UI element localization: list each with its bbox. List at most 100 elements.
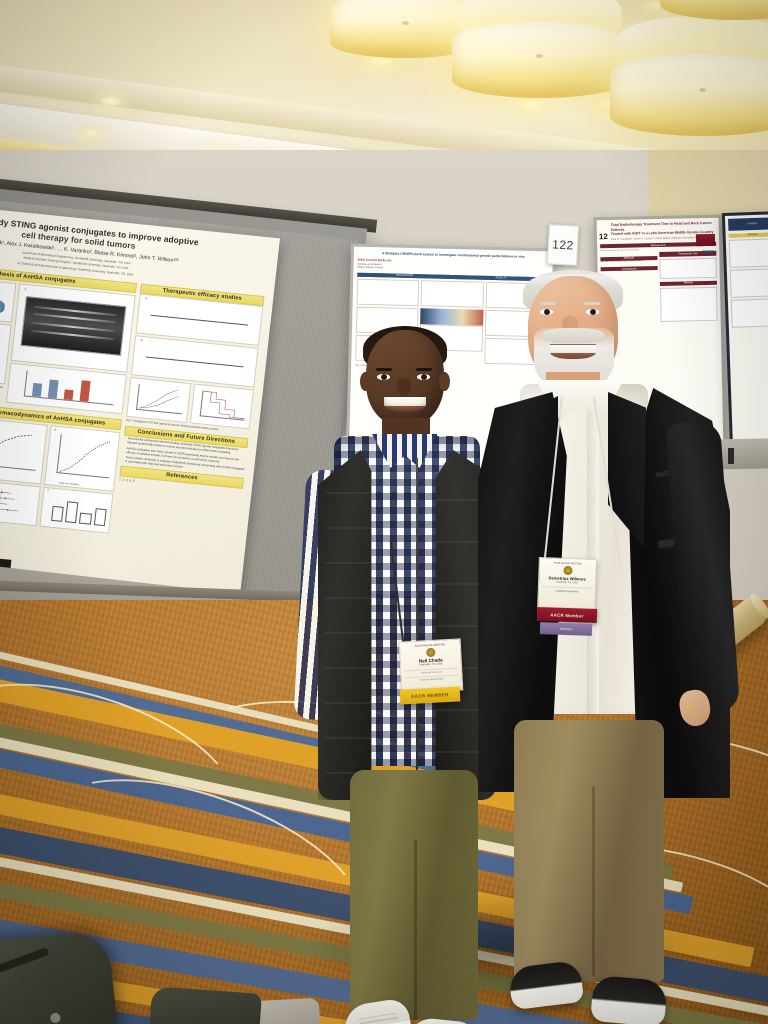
person-right-name-badge[interactable]: AACR ANNUAL MEETING Demetrius Wilmore Na… xyxy=(537,557,597,613)
poster-main[interactable]: g nanobody STING agonist conjugates to i… xyxy=(0,198,280,636)
recessed-downlight xyxy=(370,55,392,65)
person-right-smile xyxy=(550,344,596,359)
person-left-eyebrow xyxy=(376,368,392,371)
poster-far-right-figure xyxy=(728,238,768,268)
mini-plot-axes xyxy=(24,370,117,406)
person-right-member-ribbon: AACR Member xyxy=(536,606,598,624)
poster-right-body-text: ▪ ▪ ▪ ▪ ▪ ▪ ▪ ▪ ▪ ▪ ▪ ▪ ▪ ▪ ▪ ▪ ▪ ▪ ▪ ▪ … xyxy=(600,260,643,264)
panel-label-A: A xyxy=(24,287,27,291)
poster-figure-tumor-growth: E Days Post Inoculation xyxy=(44,425,121,492)
board-number: 122 xyxy=(551,237,575,253)
badge-attendee-institution: Vanderbilt University xyxy=(555,589,579,594)
study-timeline-axis xyxy=(150,314,249,326)
pendant-shade-bottom xyxy=(610,54,768,136)
aacr-seal-icon xyxy=(562,565,573,576)
person-right-mustache xyxy=(542,328,604,343)
person-right-eyebrow xyxy=(584,302,600,305)
person-left-eyebrow xyxy=(416,368,432,371)
ctrc-logo: CTRC xyxy=(702,248,714,255)
poster-figure-cytokine: C xyxy=(0,415,49,485)
person-right-eye xyxy=(540,309,553,315)
drum-pendant-light xyxy=(610,0,768,136)
backpack-strap xyxy=(0,946,50,973)
poster-right-body-text: ▪ ▪ ▪ ▪ ▪ ▪ ▪ ▪ ▪ ▪ ▪ ▪ ▪ ▪ ▪ ▪ ▪ ▪ ▪ ▪ … xyxy=(600,249,639,253)
ribbon2-label: Member xyxy=(560,626,572,632)
cytokine-svg xyxy=(0,434,33,462)
person-left-eye xyxy=(377,374,390,380)
recessed-downlight xyxy=(520,100,542,110)
poster-figure-forest: D xyxy=(0,477,42,527)
poster-far-right-figure xyxy=(730,297,768,328)
pendant-center-fitting xyxy=(402,20,409,25)
study-timeline-axis-2 xyxy=(146,356,244,368)
person-right-eyebrow xyxy=(540,302,556,305)
poster-figure-gel: A xyxy=(10,283,136,374)
poster-middle-figure xyxy=(356,278,420,307)
panel-label-F: F xyxy=(47,489,50,493)
poster-figure-survival xyxy=(189,383,254,430)
panel-label-E: E xyxy=(54,428,57,432)
panel-label-B3: B xyxy=(140,339,143,343)
person-left-vest-zipper xyxy=(416,458,418,788)
poster-middle-heatmap xyxy=(420,308,484,326)
cytokine-axes xyxy=(0,424,40,472)
tumor-axes xyxy=(56,434,114,479)
poster-far-right[interactable]: Analysis Methods xyxy=(724,214,768,450)
person-right-sneaker xyxy=(590,974,668,1024)
person-left-eye xyxy=(417,374,430,380)
survival-axes xyxy=(199,390,248,421)
recessed-downlight xyxy=(80,128,102,138)
person-left-member-ribbon: AACR MEMBER xyxy=(399,686,461,705)
poster-right-section-conclusions: Conclusions xyxy=(600,266,658,272)
boxplot-group xyxy=(50,496,108,527)
ribbon-label: AACR Member xyxy=(550,611,584,619)
recessed-downlight xyxy=(645,0,667,10)
pendant-center-fitting xyxy=(536,53,544,58)
institution-logo-block-icon xyxy=(695,233,716,247)
tumor-xlabel: Days Post Inoculation xyxy=(59,482,80,487)
backpack-clip-icon xyxy=(49,1012,61,1024)
recessed-downlight xyxy=(598,99,620,109)
recessed-downlight xyxy=(100,96,122,106)
poster-figure-boxplots: F xyxy=(39,486,114,534)
person-left-pants xyxy=(350,770,478,1020)
poster-figure-growth-left xyxy=(126,377,191,424)
tumor-svg xyxy=(59,441,110,472)
person-right: AACR ANNUAL MEETING Demetrius Wilmore Na… xyxy=(478,270,741,1024)
badge-attendee-location: Nashville, TN, USA xyxy=(556,580,578,585)
poster-far-right-figure xyxy=(729,268,768,298)
poster-right-number: 12 xyxy=(598,232,608,242)
person-left-name-badge[interactable]: AACR ANNUAL MEETING Neil Chada Nashville… xyxy=(398,638,464,694)
person-left-puffer-vest-left xyxy=(318,450,372,800)
pendant-shade-bottom xyxy=(452,22,628,98)
growth-left-svg xyxy=(139,389,180,409)
sds-page-gel-image xyxy=(20,296,127,357)
growth-axes-left xyxy=(136,383,185,415)
pendant-center-fitting xyxy=(699,88,707,93)
person-left-nose xyxy=(397,378,411,396)
poster-middle-figure xyxy=(420,280,484,308)
foreground-bag-secondary[interactable] xyxy=(148,986,262,1024)
badge-divider xyxy=(541,585,592,588)
survival-svg xyxy=(204,391,245,419)
poster-figure-bar xyxy=(6,363,127,415)
panel-label-A3: A xyxy=(145,297,148,301)
person-right-second-ribbon: Member xyxy=(539,622,593,636)
person-left-ear xyxy=(439,372,450,391)
person-right-eye xyxy=(586,309,599,315)
ribbon-label: AACR MEMBER xyxy=(410,692,450,699)
poster-far-right-section-methods: Methods xyxy=(728,231,768,238)
poster-far-right-navy-block: Analysis xyxy=(728,217,768,231)
drum-pendant-light xyxy=(452,0,628,98)
pendant-shade-bottom xyxy=(660,0,768,20)
drum-pendant-light xyxy=(660,0,768,20)
forest-plot xyxy=(0,487,34,520)
person-left: AACR ANNUAL MEETING Neil Chada Nashville… xyxy=(293,326,514,1024)
badge-attendee-role: Graduate Student 2024 xyxy=(419,678,444,682)
poster-board-number-sign: 122 xyxy=(546,224,580,266)
forest-svg xyxy=(0,488,19,517)
person-left-smile xyxy=(384,396,426,412)
aacr-seal-icon xyxy=(425,648,436,658)
person-left-ear xyxy=(360,372,371,391)
